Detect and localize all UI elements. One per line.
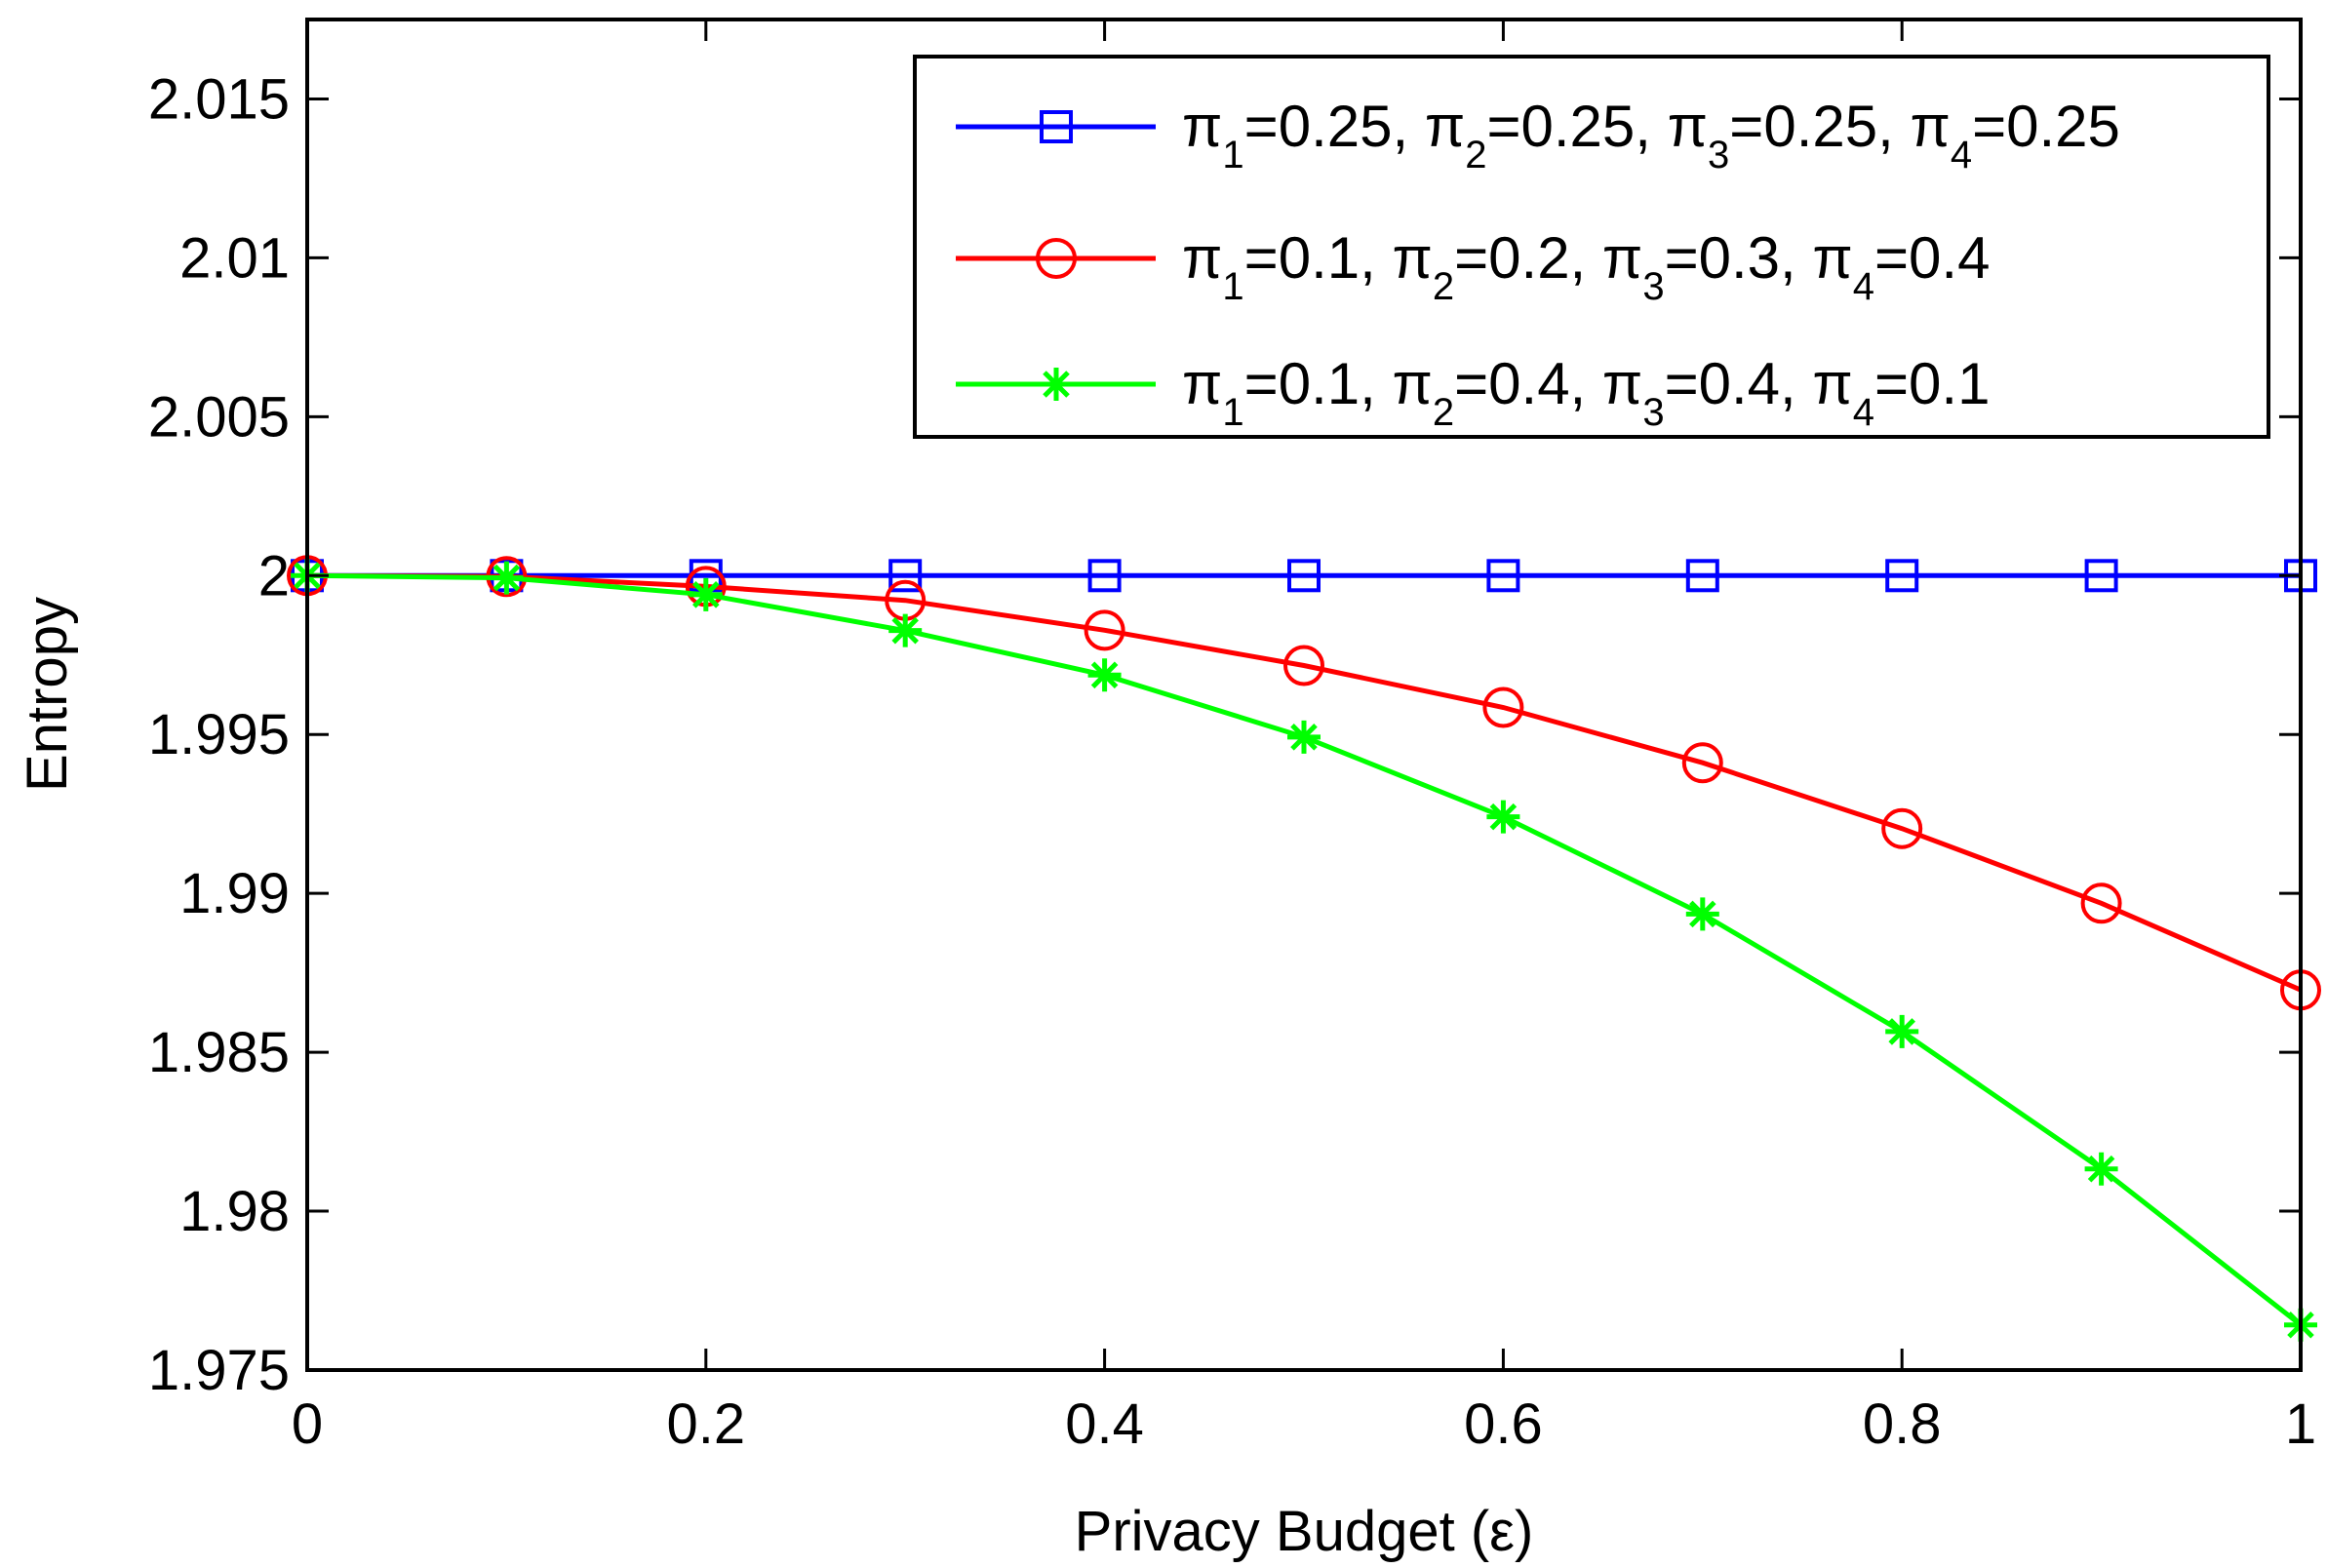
- legend-label: π1=0.25, π2=0.25, π3=0.25, π4=0.25: [1182, 94, 2120, 176]
- series-1-point: [1685, 559, 1719, 593]
- series-2-point: [1482, 686, 1524, 728]
- legend: π1=0.25, π2=0.25, π3=0.25, π4=0.25 π1=0.1…: [913, 55, 2270, 439]
- y-tick-label: 1.995: [148, 703, 290, 766]
- series-3-point: [1885, 1014, 1919, 1048]
- y-tick-label: 2.005: [148, 385, 290, 449]
- legend-entry-3: π1=0.1, π2=0.4, π3=0.4, π4=0.1: [956, 351, 1990, 434]
- y-tick-label: 2.01: [179, 226, 290, 290]
- plot-frame: [305, 18, 2303, 1372]
- series-2-point: [1084, 609, 1125, 651]
- series-2-point: [1881, 807, 1923, 849]
- x-axis-title: Privacy Budget (ε): [1075, 1500, 1534, 1563]
- series-layer: [287, 555, 2321, 1342]
- legend-label: π1=0.1, π2=0.4, π3=0.4, π4=0.1: [1182, 351, 1990, 434]
- series-1-point: [1087, 559, 1122, 593]
- legend-swatch-marker: [1040, 368, 1073, 401]
- series-1-point: [1885, 559, 1919, 593]
- series-2-point: [1283, 645, 1324, 686]
- series-1-point: [888, 559, 923, 593]
- legend-entry-2: π1=0.1, π2=0.2, π3=0.3, π4=0.4: [956, 225, 1990, 308]
- y-tick-label: 1.975: [148, 1339, 290, 1402]
- series-3-point: [1287, 720, 1321, 754]
- legend-label: π1=0.1, π2=0.2, π3=0.3, π4=0.4: [1182, 225, 1990, 308]
- x-tick-label: 0.2: [666, 1392, 745, 1456]
- y-tick-label: 2: [258, 544, 290, 608]
- legend-swatch-marker: [1040, 110, 1073, 143]
- legend-box: [913, 55, 2270, 439]
- x-tick-label: 0: [292, 1392, 323, 1456]
- y-tick-label: 1.98: [179, 1180, 290, 1243]
- y-tick-label: 1.985: [148, 1021, 290, 1084]
- x-tick-label: 0.8: [1863, 1392, 1942, 1456]
- x-tick-label: 0.4: [1065, 1392, 1144, 1456]
- x-tick-label: 0.6: [1464, 1392, 1543, 1456]
- series-1-point: [1287, 559, 1321, 593]
- y-tick-label: 2.015: [148, 67, 290, 131]
- series-2-line: [306, 572, 2302, 993]
- series-3-point: [689, 577, 723, 611]
- series-3-point: [1486, 800, 1520, 834]
- series-2-point: [2080, 882, 2122, 924]
- series-3-point: [1685, 897, 1719, 931]
- x-tick-label: 1: [2285, 1392, 2316, 1456]
- y-tick-label: 1.99: [179, 862, 290, 925]
- tick-layer: 0 0.2 0.4 0.6 0.8 1 1.975 1.98 1.985 1.99 1.995 2 2.…: [148, 20, 2316, 1456]
- series-3-point: [888, 613, 923, 647]
- series-1-point: [2084, 559, 2118, 593]
- series-3-point: [2084, 1152, 2118, 1186]
- series-3-point: [490, 561, 524, 595]
- series-2-point: [1681, 742, 1723, 784]
- y-axis-title: Entropy: [16, 597, 79, 792]
- legend-entry-1: π1=0.25, π2=0.25, π3=0.25, π4=0.25: [956, 94, 2120, 176]
- legend-swatch-marker: [1036, 238, 1077, 279]
- series-1-point: [1486, 559, 1520, 593]
- series-3-point: [1087, 658, 1122, 692]
- series-2: [287, 555, 2321, 1011]
